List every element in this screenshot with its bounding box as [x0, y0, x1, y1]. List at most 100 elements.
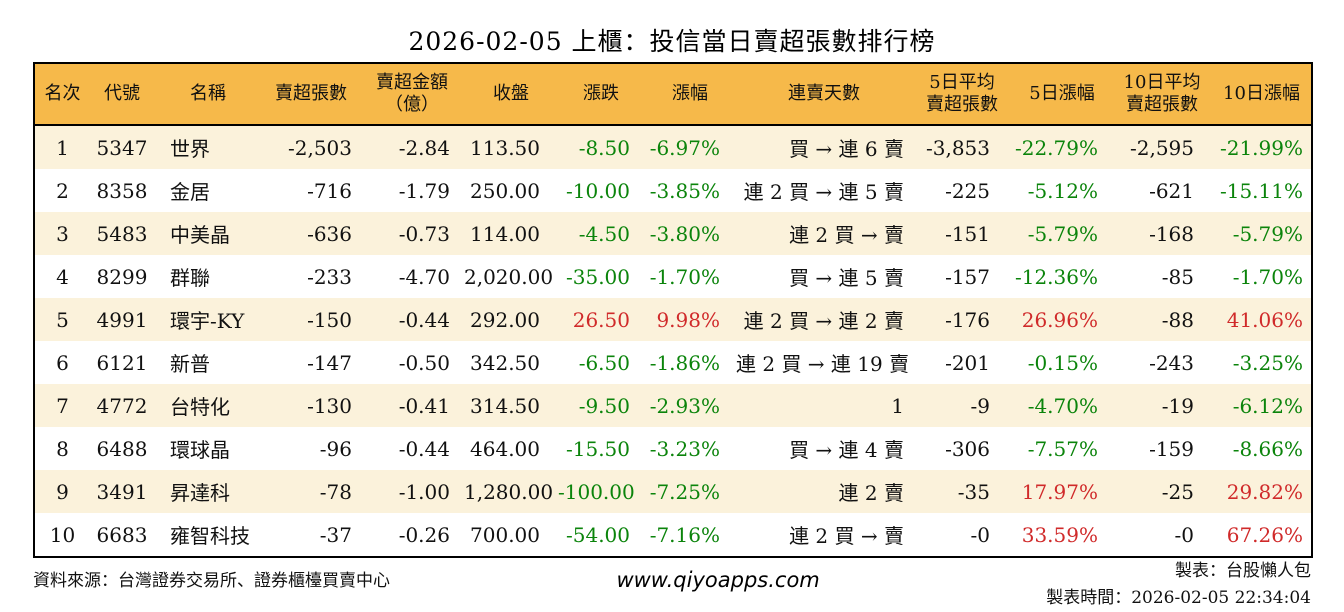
pct5-cell: -22.79% — [1014, 135, 1098, 160]
header-name: 名稱 — [154, 63, 262, 126]
change-pct-cell: -1.70% — [649, 264, 720, 289]
change-pct-cell: -3.85% — [649, 178, 720, 203]
avg10-cell: -159 — [1149, 436, 1194, 461]
avg5-cell: -225 — [945, 178, 990, 203]
rank-cell: 6 — [56, 350, 69, 375]
change-pct-cell: -6.97% — [649, 135, 720, 160]
avg5-cell: -9 — [970, 393, 990, 418]
header-avg10: 10日平均 賣超張數 — [1112, 63, 1212, 126]
pct10-cell: -1.70% — [1232, 264, 1303, 289]
header-net-sell: 賣超張數 — [262, 63, 360, 126]
table-header-row: 名次 代號 名稱 賣超張數 賣超金額 （億） 收盤 漲跌 漲幅 連賣天數 5日平… — [34, 63, 1312, 126]
net-sell-cell: -150 — [307, 307, 352, 332]
page-title: 2026-02-05 上櫃：投信當日賣超張數排行榜 — [408, 27, 936, 56]
close-cell: 1,280.00 — [464, 479, 554, 504]
avg5-cell: -151 — [945, 221, 990, 246]
name-cell: 環宇-KY — [170, 309, 245, 333]
amount-cell: -0.44 — [398, 307, 450, 332]
rank-cell: 1 — [56, 135, 69, 160]
avg10-cell: -85 — [1161, 264, 1194, 289]
amount-cell: -0.41 — [398, 393, 450, 418]
maker-text: 製表：台股懶人包 — [1174, 561, 1311, 581]
change-cell: -4.50 — [578, 221, 630, 246]
net-sell-cell: -96 — [319, 436, 352, 461]
pct10-cell: -15.11% — [1219, 178, 1303, 203]
table-row: 7 4772 台特化 -130 -0.41 314.50 -9.50 -2.93… — [34, 384, 1312, 427]
website-text: www.qiyoapps.com — [616, 568, 820, 592]
pct5-cell: 26.96% — [1021, 307, 1098, 332]
net-sell-cell: -716 — [307, 178, 352, 203]
change-pct-cell: -1.86% — [649, 350, 720, 375]
code-cell: 3491 — [96, 479, 148, 504]
streak-cell: 1 — [891, 393, 904, 418]
code-cell: 5483 — [96, 221, 148, 246]
net-sell-cell: -130 — [307, 393, 352, 418]
name-cell: 金居 — [170, 180, 210, 204]
amount-cell: -2.84 — [398, 135, 450, 160]
code-cell: 6683 — [96, 522, 148, 547]
credits-block: 製表：台股懶人包 製表時間：2026-02-05 22:34:04 — [1046, 558, 1311, 612]
rank-cell: 10 — [49, 522, 76, 547]
avg10-cell: -25 — [1161, 479, 1194, 504]
name-cell: 台特化 — [170, 395, 230, 419]
avg5-cell: -157 — [945, 264, 990, 289]
table-row: 9 3491 昇達科 -78 -1.00 1,280.00 -100.00 -7… — [34, 470, 1312, 513]
avg10-cell: -88 — [1161, 307, 1194, 332]
amount-cell: -4.70 — [398, 264, 450, 289]
table-row: 2 8358 金居 -716 -1.79 250.00 -10.00 -3.85… — [34, 169, 1312, 212]
table-row: 1 5347 世界 -2,503 -2.84 113.50 -8.50 -6.9… — [34, 125, 1312, 169]
name-cell: 群聯 — [170, 266, 210, 290]
change-pct-cell: -3.23% — [649, 436, 720, 461]
name-cell: 世界 — [170, 137, 210, 161]
amount-cell: -0.26 — [398, 522, 450, 547]
net-sell-cell: -147 — [307, 350, 352, 375]
net-sell-cell: -233 — [307, 264, 352, 289]
avg10-cell: -621 — [1149, 178, 1194, 203]
pct5-cell: -7.57% — [1027, 436, 1098, 461]
close-cell: 114.00 — [470, 221, 540, 246]
table-row: 6 6121 新普 -147 -0.50 342.50 -6.50 -1.86%… — [34, 341, 1312, 384]
code-cell: 4772 — [96, 393, 148, 418]
header-pct5: 5日漲幅 — [1012, 63, 1112, 126]
change-cell: -8.50 — [578, 135, 630, 160]
data-source-text: 資料來源：台灣證券交易所、證券櫃檯買賣中心 — [33, 571, 390, 591]
pct5-cell: -5.12% — [1027, 178, 1098, 203]
close-cell: 2,020.00 — [464, 264, 554, 289]
amount-cell: -1.79 — [398, 178, 450, 203]
pct5-cell: 33.59% — [1021, 522, 1098, 547]
code-cell: 6488 — [96, 436, 148, 461]
close-cell: 700.00 — [470, 522, 540, 547]
change-cell: -6.50 — [578, 350, 630, 375]
code-cell: 6121 — [96, 350, 148, 375]
net-sell-cell: -2,503 — [287, 135, 352, 160]
streak-cell: 連 2 買 → 連 19 賣 — [736, 352, 910, 376]
change-cell: -100.00 — [558, 479, 635, 504]
name-cell: 新普 — [170, 352, 210, 376]
close-cell: 342.50 — [470, 350, 540, 375]
header-streak: 連賣天數 — [736, 63, 912, 126]
close-cell: 464.00 — [470, 436, 540, 461]
footer: 資料來源：台灣證券交易所、證券櫃檯買賣中心 www.qiyoapps.com 製… — [33, 558, 1311, 612]
header-pct10: 10日漲幅 — [1212, 63, 1312, 126]
avg10-cell: -2,595 — [1129, 135, 1194, 160]
avg5-cell: -35 — [957, 479, 990, 504]
close-cell: 292.00 — [470, 307, 540, 332]
table-row: 5 4991 環宇-KY -150 -0.44 292.00 26.50 9.9… — [34, 298, 1312, 341]
header-change-pct: 漲幅 — [644, 63, 736, 126]
avg5-cell: -0 — [970, 522, 990, 547]
code-cell: 5347 — [96, 135, 148, 160]
change-cell: -35.00 — [565, 264, 630, 289]
avg5-cell: -176 — [945, 307, 990, 332]
close-cell: 113.50 — [470, 135, 540, 160]
change-pct-cell: -7.25% — [649, 479, 720, 504]
avg5-cell: -3,853 — [925, 135, 990, 160]
header-code: 代號 — [90, 63, 154, 126]
streak-cell: 連 2 買 → 賣 — [789, 223, 904, 247]
net-sell-cell: -37 — [319, 522, 352, 547]
change-pct-cell: 9.98% — [656, 307, 720, 332]
header-amount: 賣超金額 （億） — [360, 63, 464, 126]
pct10-cell: -8.66% — [1232, 436, 1303, 461]
code-cell: 8358 — [96, 178, 148, 203]
avg5-cell: -306 — [945, 436, 990, 461]
pct10-cell: -5.79% — [1232, 221, 1303, 246]
